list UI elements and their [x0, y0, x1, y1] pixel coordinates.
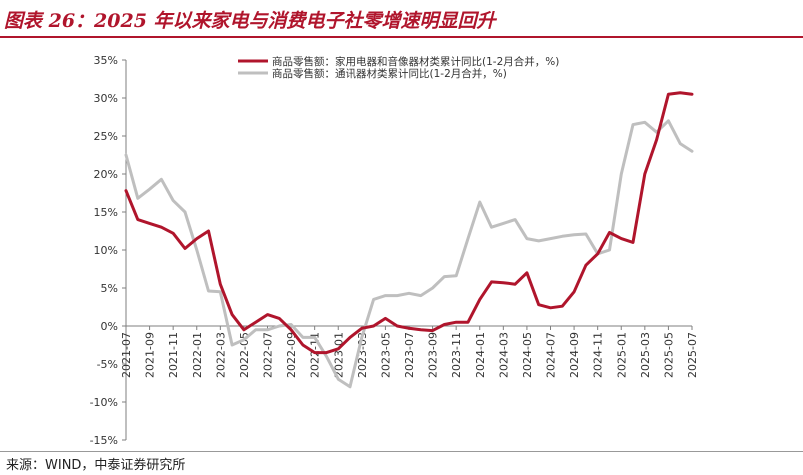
x-tick-label: 2022-07	[262, 332, 275, 378]
y-tick-label: -5%	[97, 358, 118, 371]
legend-label-1: 商品零售额：家用电器和音像器材类累计同比(1-2月合并，%)	[272, 55, 559, 68]
y-tick-label: 30%	[94, 92, 118, 105]
source-note: 来源：WIND，中泰证券研究所	[6, 458, 186, 473]
x-tick-label: 2023-11	[450, 332, 463, 378]
series-line-1	[124, 91, 694, 355]
y-tick-label: -10%	[90, 396, 118, 409]
x-tick-label: 2023-05	[379, 332, 392, 378]
x-tick-label: 2023-09	[427, 332, 440, 378]
x-tick-label: 2024-09	[568, 332, 581, 378]
x-tick-label: 2025-05	[662, 332, 675, 378]
x-tick-label: 2024-03	[497, 332, 510, 378]
chart-title: 图表 26：2025 年以来家电与消费电子社零增速明显回升	[4, 10, 496, 32]
x-tick-label: 2025-07	[686, 332, 699, 378]
title-bar: 图表 26：2025 年以来家电与消费电子社零增速明显回升	[0, 0, 803, 38]
y-tick-label: 35%	[94, 54, 118, 67]
x-tick-label: 2022-03	[214, 332, 227, 378]
x-tick-label: 2021-09	[144, 332, 157, 378]
y-tick-label: 25%	[94, 130, 118, 143]
y-tick-label: 0%	[101, 320, 118, 333]
y-tick-label: 15%	[94, 206, 118, 219]
y-tick-label: 5%	[101, 282, 118, 295]
x-tick-label: 2021-11	[167, 332, 180, 378]
x-tick-label: 2025-01	[615, 332, 628, 378]
x-tick-label: 2023-07	[403, 332, 416, 378]
y-tick-label: 20%	[94, 168, 118, 181]
line-chart: 35% 30% 25% 20% 15% 10% 5% 0% -5% -10% -15% 2021-07…	[90, 54, 699, 447]
y-tick-label: -15%	[90, 434, 118, 447]
bottom-rule	[0, 451, 803, 452]
x-tick-label: 2024-11	[592, 332, 605, 378]
legend-label-2: 商品零售额：通讯器材类累计同比(1-2月合并，%)	[272, 67, 507, 80]
x-tick-label: 2022-01	[191, 332, 204, 378]
x-tick-label: 2025-03	[639, 332, 652, 378]
x-tick-label: 2024-01	[474, 332, 487, 378]
y-tick-label: 10%	[94, 244, 118, 257]
x-tick-label: 2024-05	[521, 332, 534, 378]
x-tick-label: 2022-05	[238, 332, 251, 378]
x-tick-label: 2024-07	[545, 332, 558, 378]
x-tick-label: 2022-09	[285, 332, 298, 378]
x-tick-label: 2021-07	[120, 332, 133, 378]
